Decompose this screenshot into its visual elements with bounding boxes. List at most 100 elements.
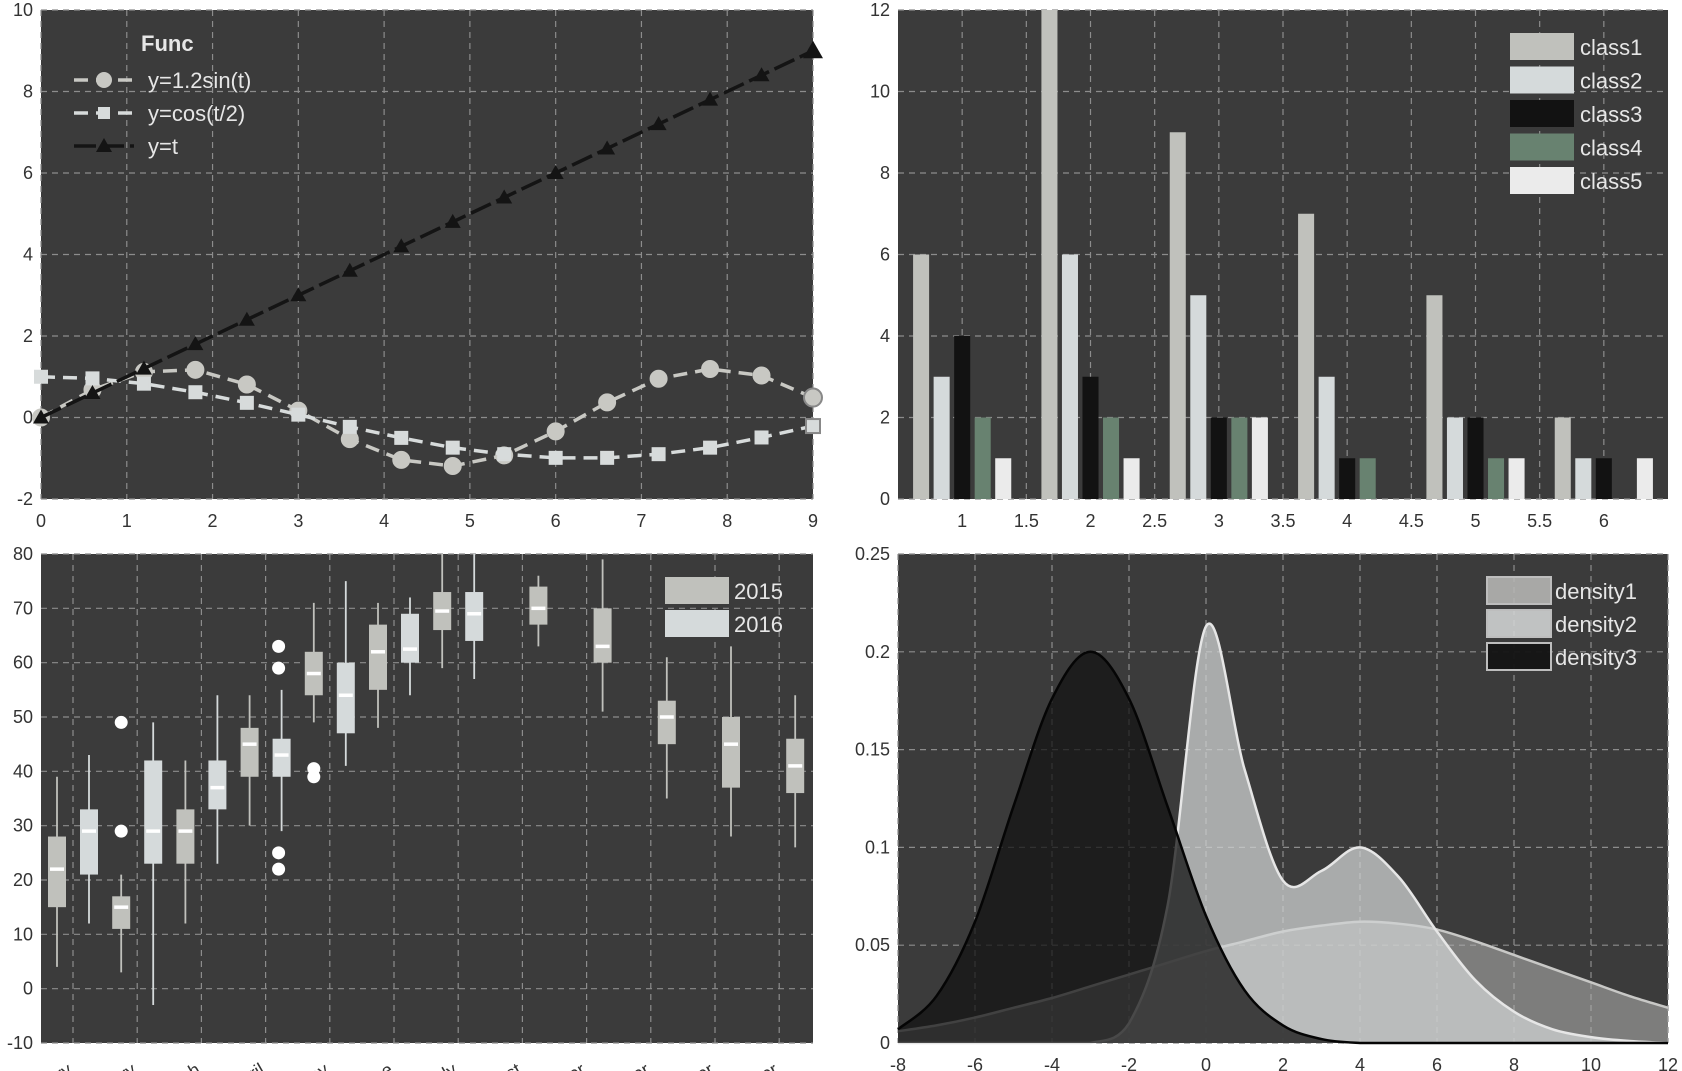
legend-label: density3	[1555, 645, 1637, 670]
y-tick-label: 12	[870, 0, 890, 20]
y-tick-label: 2	[23, 326, 33, 346]
y-tick-label: 70	[13, 598, 33, 618]
x-tick-label: 5	[465, 511, 475, 531]
outlier-point	[272, 846, 286, 860]
y-tick-label: 20	[13, 870, 33, 890]
series-line	[40, 375, 814, 460]
bar	[1298, 213, 1315, 499]
bar	[1339, 458, 1356, 499]
x-tick-label: 0	[1201, 1055, 1211, 1071]
data-point-triangle	[84, 385, 101, 400]
density-line	[897, 650, 1668, 1045]
bar	[1359, 458, 1376, 499]
x-tick-label: 6	[551, 511, 561, 531]
x-tick-label: 1	[122, 511, 132, 531]
bar	[1231, 417, 1248, 499]
data-point-square	[394, 430, 409, 445]
y-tick-label: 60	[13, 653, 33, 673]
data-point-circle	[237, 375, 256, 394]
legend-label: density1	[1555, 579, 1637, 604]
x-tick-label: er	[565, 1059, 589, 1071]
y-tick-label: 0.15	[855, 740, 890, 760]
x-tick-label: er	[693, 1059, 717, 1071]
data-point-triangle	[650, 116, 667, 131]
box	[657, 700, 676, 745]
data-point-triangle	[33, 409, 49, 424]
box	[240, 727, 259, 777]
x-tick-label: er	[757, 1059, 781, 1071]
data-point-circle	[752, 366, 771, 385]
y-tick-label: 0	[23, 408, 33, 428]
data-point-square	[136, 376, 151, 391]
box	[369, 624, 387, 690]
x-tick-label: er	[629, 1059, 653, 1071]
legend-label: 2015	[734, 579, 783, 604]
data-point-square	[239, 395, 254, 410]
legend-label: 2016	[734, 612, 783, 637]
x-tick-label: 2	[1085, 511, 1095, 531]
box	[208, 760, 227, 810]
y-tick-label: 4	[23, 245, 33, 265]
bar	[1169, 132, 1186, 499]
y-tick-label: 0.2	[865, 642, 890, 662]
x-tick-label: -6	[967, 1055, 983, 1071]
x-tick-label: -4	[1044, 1055, 1060, 1071]
legend-label: class4	[1580, 136, 1642, 161]
data-point-square	[754, 430, 769, 445]
x-tick-label: 6	[1432, 1055, 1442, 1071]
box	[401, 613, 419, 663]
x-tick-label: st	[502, 1059, 524, 1071]
bar	[1123, 458, 1140, 499]
x-tick-label: ry	[52, 1059, 75, 1071]
bar	[1446, 417, 1463, 499]
data-point-square	[34, 369, 48, 384]
y-tick-label: -10	[7, 1033, 33, 1053]
x-tick-label: ry	[116, 1059, 139, 1071]
legend-label: class2	[1580, 69, 1642, 94]
outlier-point	[272, 639, 286, 653]
x-tick-label: 8	[722, 511, 732, 531]
legend-swatch	[1510, 133, 1574, 161]
y-tick-label: 8	[23, 82, 33, 102]
legend-label: y=t	[148, 134, 178, 159]
legend-swatch	[1486, 609, 1552, 638]
legend-swatch	[1486, 642, 1552, 671]
legend: Func y=1.2sin(t) y=cos(t/2) y=t	[74, 31, 251, 159]
legend-swatch	[665, 610, 729, 637]
x-tick-label: 8	[1509, 1055, 1519, 1071]
data-point-square	[497, 447, 512, 462]
data-point-square	[600, 450, 615, 465]
bar	[933, 376, 950, 499]
box	[80, 809, 98, 875]
x-tick-label: 4	[1355, 1055, 1365, 1071]
x-tick-label: 3	[293, 511, 303, 531]
x-tick-label: 4	[379, 511, 389, 531]
y-tick-label: 6	[880, 245, 890, 265]
x-tick-label: 0	[36, 511, 46, 531]
bar	[954, 336, 971, 499]
legend-title: Func	[141, 31, 194, 56]
panel-density-plot: 0 0.05 0.1 0.15 0.2 0.25 -8 -6 -4 -2 0 2 4 6 8 10 12 dens…	[855, 544, 1678, 1071]
x-tick-label: ne	[369, 1059, 396, 1071]
data-point-triangle	[341, 262, 358, 277]
legend: density1 density2 density3	[1486, 576, 1637, 671]
x-tick-label: 12	[1658, 1055, 1678, 1071]
legend-swatch	[1486, 576, 1552, 605]
outlier-point	[114, 824, 128, 838]
legend: class1 class2 class3 class4 class5	[1510, 33, 1642, 194]
y-tick-label: 0	[880, 1033, 890, 1053]
bar	[1488, 458, 1505, 499]
bar	[1426, 295, 1443, 499]
x-tick-label: 2.5	[1142, 511, 1167, 531]
box	[112, 896, 131, 929]
x-tick-label: 2	[208, 511, 218, 531]
bar	[995, 458, 1012, 499]
box-series-2015	[48, 554, 805, 973]
box	[529, 586, 548, 625]
bar-series-class2	[933, 254, 1592, 499]
data-point-triangle	[702, 91, 719, 106]
legend-swatch	[1510, 167, 1574, 194]
data-point-square	[291, 407, 306, 422]
box	[336, 662, 355, 734]
